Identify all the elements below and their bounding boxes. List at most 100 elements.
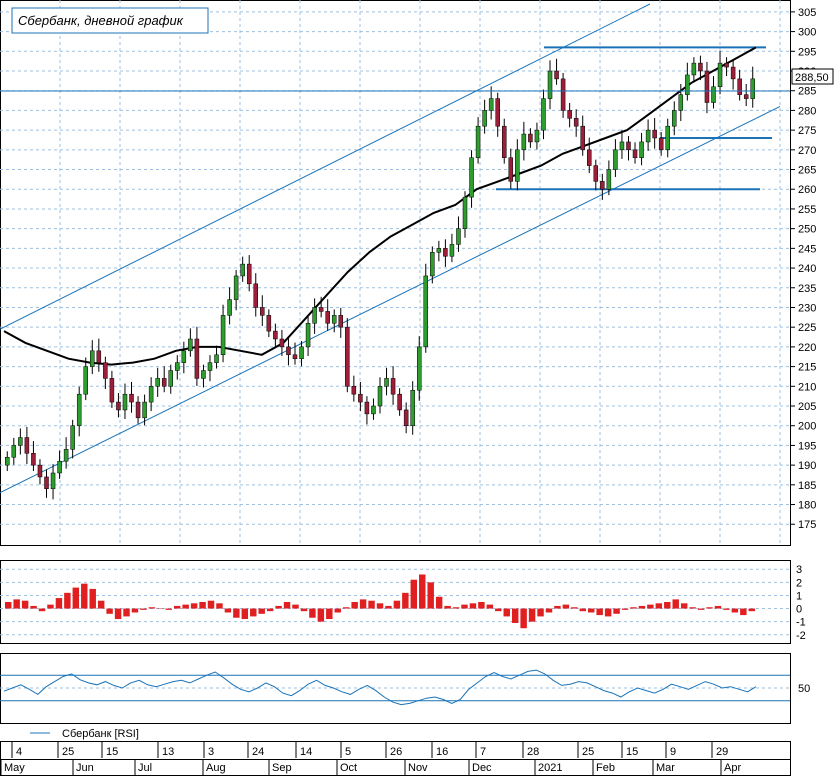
macd-bar xyxy=(13,599,20,609)
macd-bar xyxy=(664,602,671,609)
candle-body xyxy=(390,378,396,395)
candle-body xyxy=(155,378,160,387)
macd-bar xyxy=(334,608,341,613)
macd-bar xyxy=(309,608,316,618)
macd-bar xyxy=(123,608,130,617)
title-box xyxy=(11,7,209,34)
candlesticks xyxy=(5,50,755,500)
date-day-label: 9 xyxy=(670,746,676,758)
price-tick-label: 180 xyxy=(798,500,816,512)
candle-body xyxy=(403,409,409,426)
candle-body xyxy=(645,129,651,143)
price-tick-label: 175 xyxy=(798,519,816,531)
macd-bar xyxy=(173,605,181,609)
candle-body xyxy=(37,464,43,478)
candle-body xyxy=(266,315,272,332)
macd-bar xyxy=(199,602,206,609)
candle-body xyxy=(194,338,200,379)
candle-body xyxy=(482,110,487,127)
candle-body xyxy=(508,157,514,182)
date-month-label: Oct xyxy=(340,762,357,774)
date-day-labels: 4 25 15 13 3 24 14 5 26 16 7 28 25 15 9 29 xyxy=(11,742,728,758)
support-resistance-lines xyxy=(496,46,772,191)
candle-body xyxy=(11,445,17,458)
candle-body xyxy=(547,70,553,99)
candle-body xyxy=(305,322,311,348)
candle-body xyxy=(292,354,298,359)
candle-body xyxy=(312,307,317,324)
macd-axis-ticks: 321 0-1-2 xyxy=(796,564,806,642)
moving-average-line xyxy=(3,46,757,366)
date-month-label: Jul xyxy=(138,762,152,774)
macd-bar xyxy=(655,603,663,609)
candle-body xyxy=(534,129,540,143)
price-tick-label: 210 xyxy=(798,381,816,393)
macd-bar xyxy=(469,603,477,609)
price-tick-label: 190 xyxy=(798,460,816,472)
macd-bar xyxy=(207,600,215,609)
macd-bar xyxy=(731,608,739,613)
candle-body xyxy=(63,449,69,462)
candle-body xyxy=(273,330,278,340)
candle-body xyxy=(665,125,670,151)
macd-bar xyxy=(216,603,223,609)
channel-upper-line xyxy=(0,3,651,330)
rsi-legend-label: Сбербанк [RSI] xyxy=(62,728,139,740)
candle-body xyxy=(57,460,62,474)
macd-bar xyxy=(511,608,519,623)
candle-body xyxy=(129,393,134,403)
macd-bar xyxy=(342,607,350,609)
candle-body xyxy=(214,354,219,363)
macd-bar xyxy=(165,608,172,610)
macd-bar xyxy=(250,608,257,617)
candle-body xyxy=(96,350,102,363)
macd-bar xyxy=(427,582,434,609)
price-tick-label: 230 xyxy=(798,302,816,314)
candle-body xyxy=(260,307,265,316)
macd-bar xyxy=(148,607,156,609)
price-tick-label: 215 xyxy=(798,362,816,374)
price-tick-label: 185 xyxy=(798,480,816,492)
candle-body xyxy=(371,405,376,415)
date-day-label: 28 xyxy=(527,746,539,758)
price-tick-label: 300 xyxy=(798,27,816,39)
candle-body xyxy=(652,129,657,139)
candle-body xyxy=(345,326,350,387)
macd-bar xyxy=(30,605,37,609)
macd-bar xyxy=(114,608,122,620)
candle-body xyxy=(148,386,154,403)
date-month-label: Feb xyxy=(596,762,615,774)
price-tick-label: 260 xyxy=(798,184,816,196)
rsi-axis-ticks: 50 xyxy=(798,683,810,695)
macd-bar xyxy=(21,600,29,609)
macd-bar xyxy=(478,602,485,609)
candle-body xyxy=(691,62,697,76)
candle-body xyxy=(685,74,690,95)
macd-histogram xyxy=(5,574,755,629)
macd-bar xyxy=(283,602,291,609)
date-day-label: 3 xyxy=(208,746,214,758)
candle-body xyxy=(554,70,559,80)
rsi-tick-label: 50 xyxy=(798,683,810,695)
macd-bar xyxy=(680,603,688,609)
macd-bar xyxy=(317,608,325,622)
candle-body xyxy=(109,378,115,403)
candle-body xyxy=(724,62,729,68)
macd-bar xyxy=(182,604,189,609)
macd-bar xyxy=(495,608,502,612)
date-day-label: 25 xyxy=(62,746,74,758)
price-tick-label: 275 xyxy=(798,125,816,137)
price-tick-label: 270 xyxy=(798,145,816,157)
candle-body xyxy=(384,378,389,387)
macd-bar xyxy=(571,607,578,609)
candle-body xyxy=(626,141,631,151)
macd-bar xyxy=(630,607,637,609)
macd-bar xyxy=(89,588,96,609)
candle-body xyxy=(501,125,507,158)
candle-body xyxy=(606,169,612,190)
macd-bar xyxy=(5,602,12,609)
candle-body xyxy=(462,196,468,229)
candle-body xyxy=(122,393,128,411)
macd-bar xyxy=(588,608,595,613)
price-tick-label: 220 xyxy=(798,342,816,354)
